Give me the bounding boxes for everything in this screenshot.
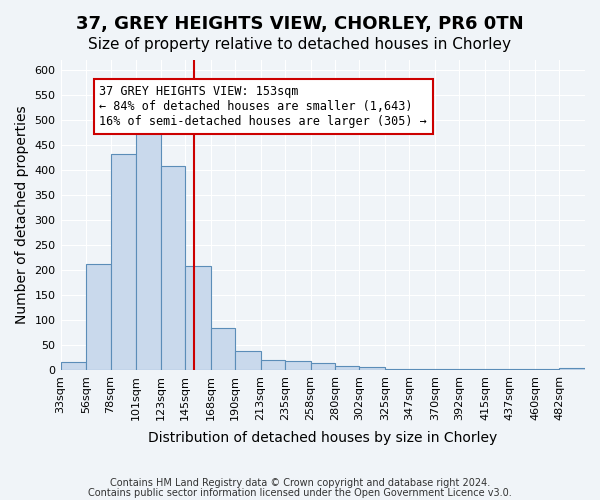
Bar xyxy=(435,369,460,370)
Bar xyxy=(460,369,485,370)
X-axis label: Distribution of detached houses by size in Chorley: Distribution of detached houses by size … xyxy=(148,431,497,445)
Bar xyxy=(110,154,136,370)
Bar xyxy=(409,369,435,370)
Bar xyxy=(136,120,161,370)
Text: Contains public sector information licensed under the Open Government Licence v3: Contains public sector information licen… xyxy=(88,488,512,498)
Bar xyxy=(385,369,409,370)
Bar xyxy=(260,360,285,370)
Y-axis label: Number of detached properties: Number of detached properties xyxy=(15,106,29,324)
Bar xyxy=(335,366,359,370)
Text: Contains HM Land Registry data © Crown copyright and database right 2024.: Contains HM Land Registry data © Crown c… xyxy=(110,478,490,488)
Bar xyxy=(211,328,235,370)
Bar xyxy=(359,368,385,370)
Bar xyxy=(86,264,110,370)
Bar xyxy=(185,266,211,370)
Bar xyxy=(61,362,86,370)
Bar xyxy=(559,368,585,370)
Bar xyxy=(235,352,260,370)
Text: 37 GREY HEIGHTS VIEW: 153sqm
← 84% of detached houses are smaller (1,643)
16% of: 37 GREY HEIGHTS VIEW: 153sqm ← 84% of de… xyxy=(100,85,427,128)
Bar xyxy=(285,362,311,370)
Bar xyxy=(485,369,509,370)
Bar xyxy=(161,166,185,370)
Text: Size of property relative to detached houses in Chorley: Size of property relative to detached ho… xyxy=(89,38,511,52)
Text: 37, GREY HEIGHTS VIEW, CHORLEY, PR6 0TN: 37, GREY HEIGHTS VIEW, CHORLEY, PR6 0TN xyxy=(76,15,524,33)
Bar xyxy=(311,364,335,370)
